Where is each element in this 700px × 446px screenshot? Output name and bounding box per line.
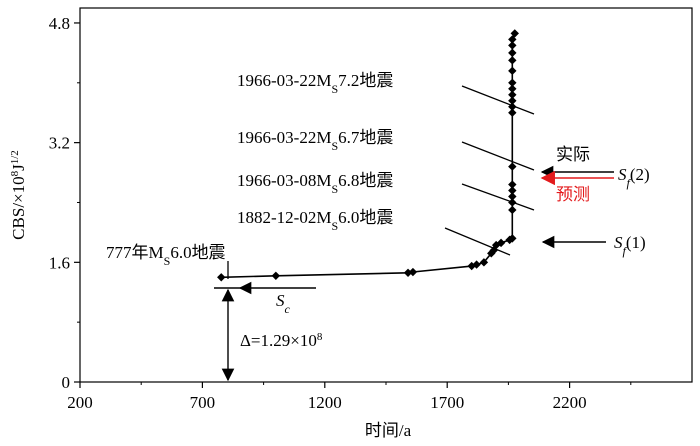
data-point (217, 273, 226, 282)
leader-0322a (461, 141, 535, 171)
annotation-leaders (227, 85, 535, 279)
y-axis-label: CBS/×108J1/2 (9, 150, 28, 240)
data-point (472, 260, 481, 269)
label-eq-1882: 1882-12-02MS6.0地震 (237, 208, 393, 233)
data-point (508, 192, 517, 201)
x-tick-label: 2200 (553, 393, 587, 412)
leader-0322b (461, 85, 535, 115)
y-tick-label: 3.2 (49, 134, 70, 153)
data-point (271, 271, 281, 280)
label-predicted: 预测 (556, 185, 590, 204)
data-point (508, 78, 517, 87)
leader-0308 (461, 183, 535, 211)
leader-1882 (444, 227, 511, 256)
data-point (508, 96, 517, 105)
y-tick-label: 4.8 (49, 14, 70, 33)
data-point (479, 258, 489, 267)
x-tick-label: 700 (190, 393, 216, 412)
data-point (508, 205, 517, 215)
data-point (508, 186, 517, 195)
data-point (508, 108, 517, 117)
data-point (510, 29, 519, 38)
label-eq-0322b: 1966-03-22MS7.2地震 (237, 71, 393, 96)
data-point (508, 48, 517, 58)
data-point (508, 35, 517, 44)
data-point (508, 56, 517, 65)
data-point (508, 234, 517, 243)
label-delta: Δ=1.29×108 (240, 331, 323, 350)
data-point (508, 90, 517, 99)
x-tick-label: 1700 (430, 393, 464, 412)
series-points (217, 29, 519, 282)
data-point (508, 180, 517, 189)
label-actual: 实际 (556, 145, 590, 164)
label-eq-0308: 1966-03-08MS6.8地震 (237, 171, 393, 196)
data-point (508, 41, 517, 50)
label-sf1: Sf(1) (614, 233, 646, 258)
data-point (508, 66, 517, 76)
plot-frame (79, 7, 693, 383)
series-line (221, 33, 516, 279)
x-tick-label: 1200 (308, 393, 342, 412)
label-sc: Sc (276, 291, 291, 316)
axis-ticks: 200 700 1200 1700 2200 0 1.6 3.2 4.8 (49, 14, 632, 412)
label-sf2: Sf(2) (618, 165, 650, 190)
data-point (508, 162, 517, 171)
label-eq-0322a: 1966-03-22MS6.7地震 (237, 128, 393, 153)
y-tick-label: 0 (62, 373, 71, 392)
label-eq-777: 777年MS6.0地震 (106, 243, 226, 268)
data-point (496, 238, 506, 248)
data-point (408, 267, 418, 277)
x-tick-label: 200 (67, 393, 93, 412)
x-axis-label: 时间/a (365, 421, 412, 440)
data-point (508, 84, 517, 93)
y-tick-label: 1.6 (49, 253, 70, 272)
